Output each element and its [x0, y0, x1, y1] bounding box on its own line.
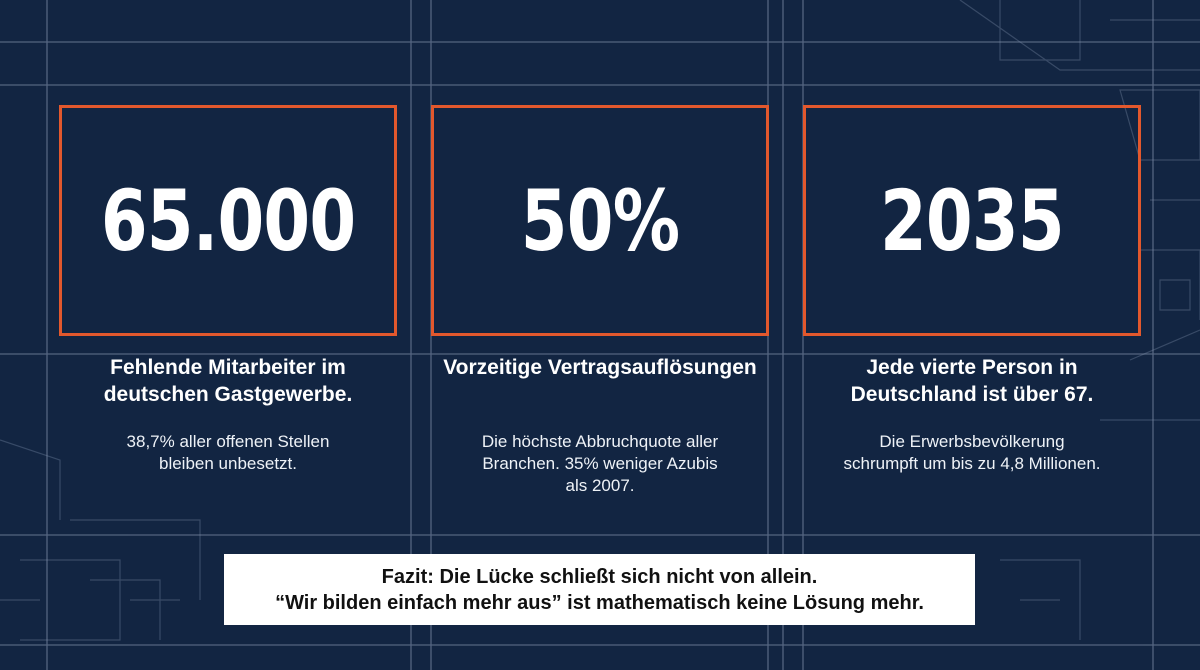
stat-column-1: 65.000 Fehlende Mitarbeiter im deutschen…: [59, 105, 397, 475]
stat-number: 50%: [520, 171, 680, 270]
stat-column-2: 50% Vorzeitige Vertragsauflösungen Die h…: [431, 105, 769, 497]
stat-heading: Fehlende Mitarbeiter im deutschen Gastge…: [103, 356, 353, 406]
stat-box: 65.000: [59, 105, 397, 336]
stat-description: 38,7% aller offenen Stellen bleiben unbe…: [126, 432, 330, 473]
stat-description: Die höchste Abbruchquote aller Branchen.…: [481, 432, 719, 495]
stat-description: Die Erwerbsbevölkerung schrumpft um bis …: [843, 432, 1101, 473]
stat-box: 50%: [431, 105, 769, 336]
stat-number: 65.000: [100, 171, 356, 270]
conclusion-banner: Fazit: Die Lücke schließt sich nicht von…: [224, 554, 975, 625]
conclusion-line-2: “Wir bilden einfach mehr aus” ist mathem…: [275, 592, 924, 614]
conclusion-line-1: Fazit: Die Lücke schließt sich nicht von…: [381, 566, 818, 588]
stat-number: 2035: [880, 171, 1065, 270]
stat-box: 2035: [803, 105, 1141, 336]
stat-column-3: 2035 Jede vierte Person in Deutschland i…: [803, 105, 1141, 475]
stat-heading: Vorzeitige Vertragsauflösungen: [443, 356, 757, 379]
stat-heading: Jede vierte Person in Deutschland ist üb…: [850, 356, 1094, 406]
